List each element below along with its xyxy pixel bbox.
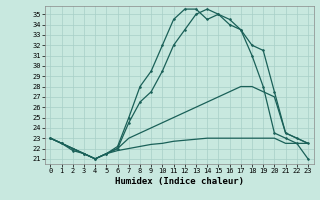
X-axis label: Humidex (Indice chaleur): Humidex (Indice chaleur) (115, 177, 244, 186)
